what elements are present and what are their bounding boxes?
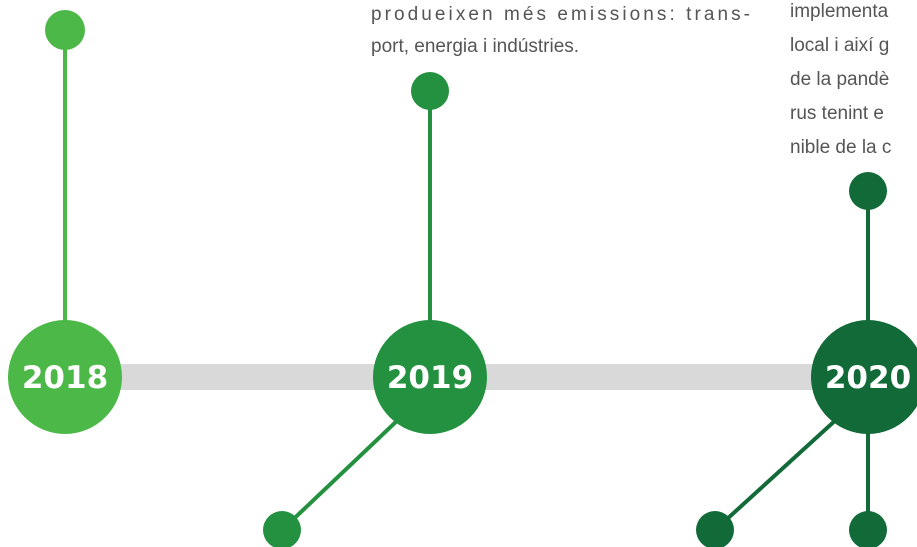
node-dot <box>45 10 85 50</box>
paragraph-line: local i així g <box>790 35 889 56</box>
year-circle <box>8 320 122 434</box>
connector <box>713 416 840 532</box>
paragraph-line: rus tenint e <box>790 103 884 124</box>
year-label: 2020 <box>825 360 911 396</box>
paragraph-line: produeixen més emissions: trans- <box>371 4 750 25</box>
node-dot <box>411 72 449 110</box>
paragraph-line: nible de la c <box>790 137 891 158</box>
year-label: 2019 <box>387 360 473 396</box>
timeline-bar <box>60 364 917 390</box>
node-dot <box>849 172 887 210</box>
year-circle <box>373 320 487 434</box>
connector <box>280 416 402 532</box>
year-circle <box>811 320 917 434</box>
node-dot <box>849 511 887 547</box>
node-dot <box>263 511 301 547</box>
paragraph-line: implementa <box>790 1 889 22</box>
paragraph-line: port, energia i indústries. <box>371 36 579 57</box>
paragraph-line: de la pandè <box>790 69 889 90</box>
year-label: 2018 <box>22 360 108 396</box>
node-dot <box>696 511 734 547</box>
